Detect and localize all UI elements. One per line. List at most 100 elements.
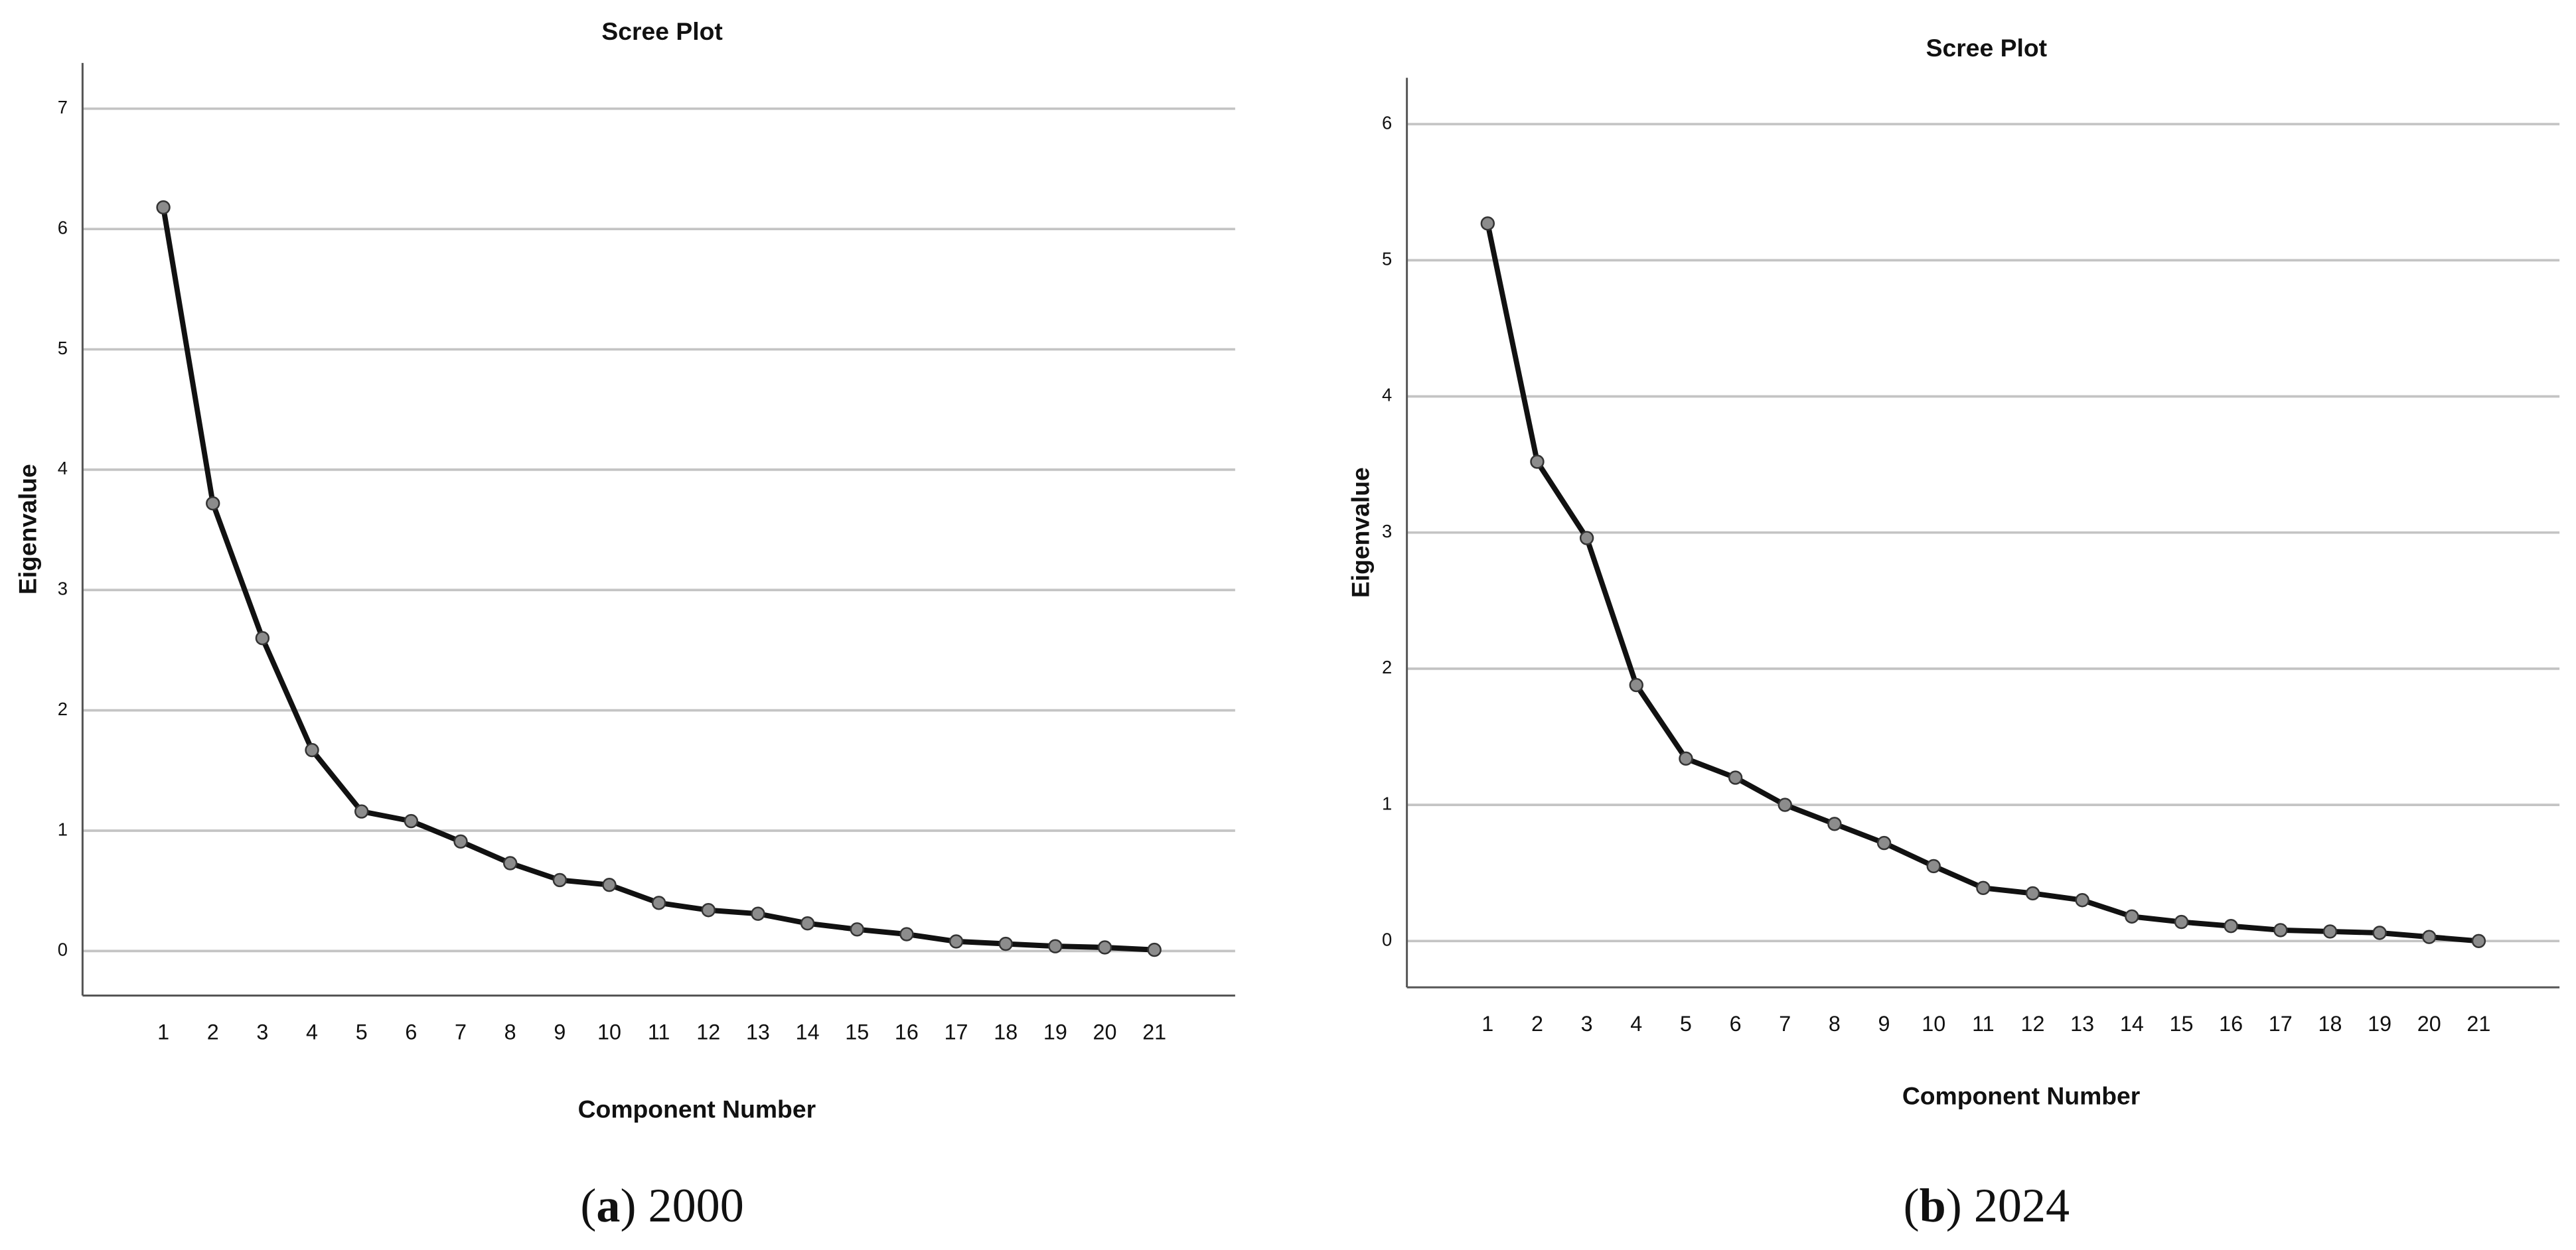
x-tick-label: 11 [1972,1012,1995,1036]
data-point [1679,751,1693,766]
data-point [453,834,468,849]
data-point [2224,919,2238,934]
y-tick-label: 5 [58,338,68,358]
data-point [1778,798,1792,812]
x-tick-label: 18 [2318,1012,2342,1036]
data-line [161,206,1155,953]
x-tick-label: 21 [2466,1012,2490,1036]
data-point [206,496,220,511]
data-point [2273,923,2288,938]
x-tick-label: 5 [356,1020,368,1044]
x-tick-label: 16 [895,1020,919,1044]
x-tick-label: 4 [1630,1012,1642,1036]
caption-part: ( [580,1178,596,1231]
data-point [354,804,369,819]
y-tick-label: 3 [58,579,68,599]
y-tick-label: 1 [58,819,68,839]
x-tick-label: 10 [1922,1012,1945,1036]
x-tick-label: 2 [1531,1012,1543,1036]
x-tick-label: 10 [597,1020,621,1044]
x-tick-label: 9 [1878,1012,1890,1036]
y-tick-label: 6 [1382,112,1392,133]
data-point [404,813,419,829]
x-tick-label: 20 [2417,1012,2441,1036]
y-tick-label: 2 [1382,657,1392,677]
data-point [1728,770,1743,785]
x-tick-label: 20 [1093,1020,1117,1044]
data-point [602,877,617,892]
data-point [1480,216,1495,231]
data-point [1629,677,1643,693]
x-tick-label: 1 [157,1020,169,1044]
y-tick-label: 2 [58,699,68,719]
x-tick-label: 19 [2368,1012,2391,1036]
caption-part: a [596,1178,620,1231]
data-point [850,922,864,937]
x-tick-label: 17 [945,1020,968,1044]
x-tick-label: 4 [306,1020,318,1044]
x-tick-label: 11 [648,1020,670,1044]
data-point [2125,909,2139,924]
chart-title: Scree Plot [601,17,722,45]
data-point [2174,914,2189,930]
data-point [156,200,171,215]
y-tick-label: 7 [58,97,68,117]
x-tick-label: 7 [455,1020,467,1044]
x-tick-label: 13 [2070,1012,2094,1036]
data-point [1827,817,1842,831]
caption-part: b [1920,1178,1946,1231]
x-tick-label: 19 [1043,1020,1067,1044]
x-axis-label: Component Number [578,1095,816,1123]
y-tick-label: 0 [58,939,68,960]
data-point [751,906,765,921]
data-point [2025,886,2040,901]
x-tick-label: 2 [207,1020,219,1044]
data-point [998,936,1013,951]
x-tick-label: 5 [1680,1012,1692,1036]
x-tick-label: 12 [2021,1012,2045,1036]
chart-title: Scree Plot [1926,34,2047,62]
caption: (b) 2024 [1904,1178,2070,1231]
x-tick-label: 18 [994,1020,1018,1044]
x-tick-label: 17 [2269,1012,2293,1036]
x-tick-label: 15 [845,1020,869,1044]
y-tick-label: 1 [1382,793,1392,813]
x-tick-label: 16 [2219,1012,2243,1036]
data-point [1579,531,1594,545]
caption: (a) 2000 [580,1178,743,1231]
y-axis-label: Eigenvalue [1346,467,1374,598]
x-tick-label: 7 [1779,1012,1791,1036]
data-point [1530,454,1545,469]
data-point [2471,934,2486,949]
data-point [899,927,914,941]
x-tick-label: 12 [696,1020,720,1044]
data-point [2075,893,2089,908]
x-tick-label: 8 [504,1020,516,1044]
x-axis-label: Component Number [1902,1082,2140,1110]
y-tick-label: 4 [58,458,68,478]
data-point [502,856,518,870]
y-axis-label: Eigenvalue [14,464,42,594]
x-tick-label: 9 [554,1020,566,1044]
x-tick-label: 15 [2170,1012,2194,1036]
data-point [701,903,716,918]
data-point [1926,859,1941,874]
data-point [552,872,568,888]
x-tick-label: 8 [1829,1012,1841,1036]
x-tick-label: 14 [2120,1012,2144,1036]
data-point [1876,835,1892,851]
x-tick-label: 3 [256,1020,268,1044]
data-point [800,916,815,931]
data-point [305,742,319,758]
data-point [2422,930,2437,944]
caption-part: ) 2024 [1946,1178,2070,1231]
data-point [2372,926,2387,940]
x-tick-label: 21 [1142,1020,1166,1044]
data-point [1147,942,1162,957]
x-tick-label: 6 [405,1020,417,1044]
y-tick-label: 4 [1382,385,1392,405]
data-point [1097,940,1112,955]
